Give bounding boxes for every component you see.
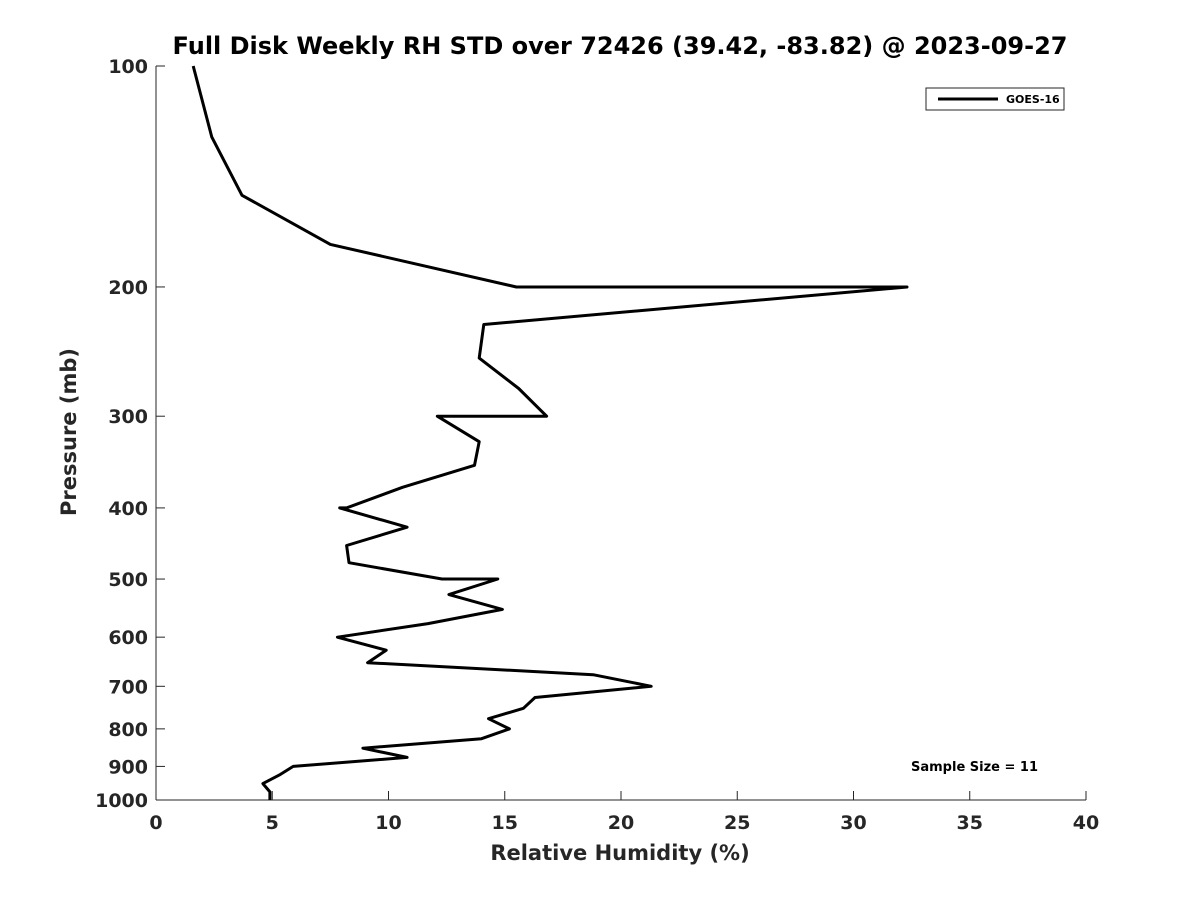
x-tick-label: 15	[492, 812, 518, 834]
y-tick-label: 100	[108, 56, 148, 78]
series-line-goes-16	[191, 65, 909, 800]
y-tick-label: 600	[108, 627, 148, 649]
x-axis-label: Relative Humidity (%)	[490, 841, 749, 865]
y-tick-label: 500	[108, 569, 148, 591]
x-tick-label: 25	[724, 812, 750, 834]
y-axis-label: Pressure (mb)	[57, 348, 81, 516]
x-tick-label: 10	[375, 812, 401, 834]
sample-size-annotation: Sample Size = 11	[911, 760, 1038, 775]
y-tick-label: 900	[108, 756, 148, 778]
x-tick-label: 20	[608, 812, 634, 834]
x-tick-label: 30	[840, 812, 866, 834]
x-tick-label: 35	[957, 812, 983, 834]
y-tick-label: 1000	[95, 790, 148, 812]
y-tick-label: 800	[108, 719, 148, 741]
y-tick-label: 200	[108, 277, 148, 299]
y-tick-label: 300	[108, 406, 148, 428]
x-tick-label: 5	[266, 812, 279, 834]
x-tick-label: 40	[1073, 812, 1099, 834]
legend-label: GOES-16	[1006, 93, 1060, 106]
x-axis-ticks: 0 5 10 15 20 25 30 35 40	[149, 791, 1099, 834]
y-axis-ticks: 100 200 300 400 500 600 700 800 900 1000	[95, 56, 165, 812]
x-tick-label: 0	[149, 812, 162, 834]
legend: GOES-16	[925, 87, 1065, 111]
chart-title: Full Disk Weekly RH STD over 72426 (39.4…	[173, 32, 1068, 60]
y-tick-label: 400	[108, 498, 148, 520]
y-tick-label: 700	[108, 676, 148, 698]
